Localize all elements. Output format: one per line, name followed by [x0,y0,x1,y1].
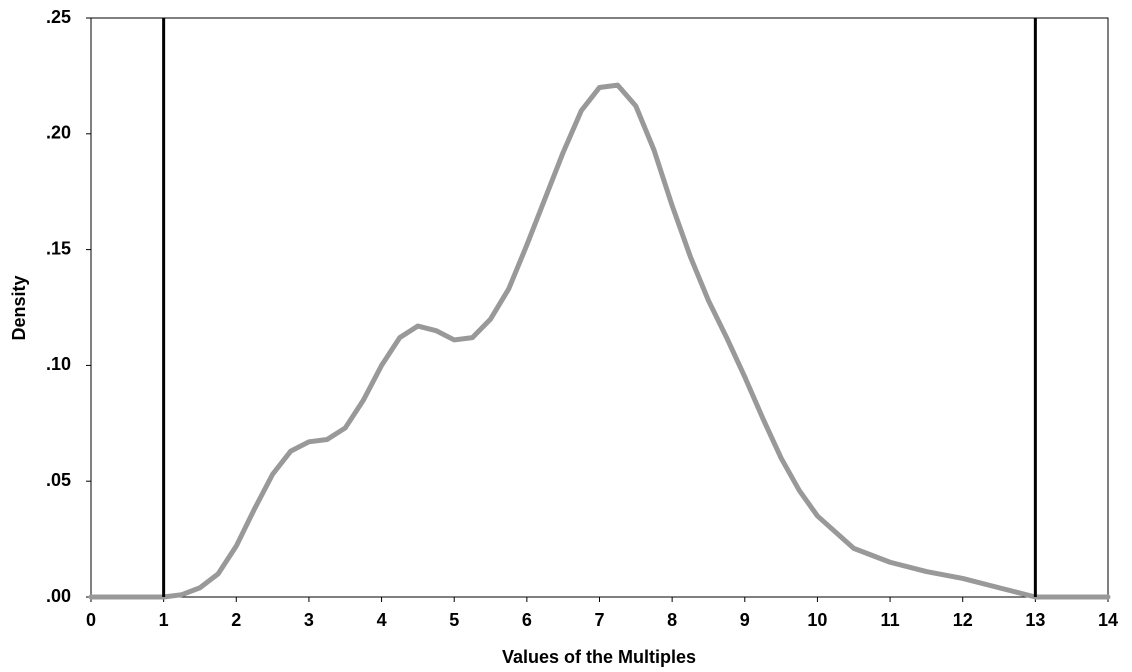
x-tick-label: 6 [522,610,532,630]
x-tick-label: 8 [667,610,677,630]
y-tick-label: .25 [46,7,71,27]
x-tick-label: 14 [1098,610,1118,630]
y-tick-label: .15 [46,238,71,258]
x-tick-label: 13 [1025,610,1045,630]
density-line [88,82,1111,600]
x-tick-label: 10 [807,610,827,630]
x-tick-label: 3 [304,610,314,630]
y-tick-label: .05 [46,470,71,490]
x-tick-label: 1 [159,610,169,630]
x-tick-label: 7 [594,610,604,630]
y-axis-label: Density [9,275,29,340]
y-tick-label: .20 [46,123,71,143]
x-tick-label: 11 [881,610,900,630]
y-tick-label: .10 [46,354,71,374]
x-tick-label: 4 [377,610,387,630]
x-tick-label: 9 [740,610,750,630]
plot-area [90,17,1109,598]
x-axis-label: Values of the Multiples [502,647,696,667]
y-tick-label: .00 [46,586,71,606]
x-tick-label: 12 [953,610,973,630]
x-tick-label: 2 [231,610,241,630]
x-tick-label: 0 [86,610,96,630]
x-tick-label: 5 [449,610,459,630]
